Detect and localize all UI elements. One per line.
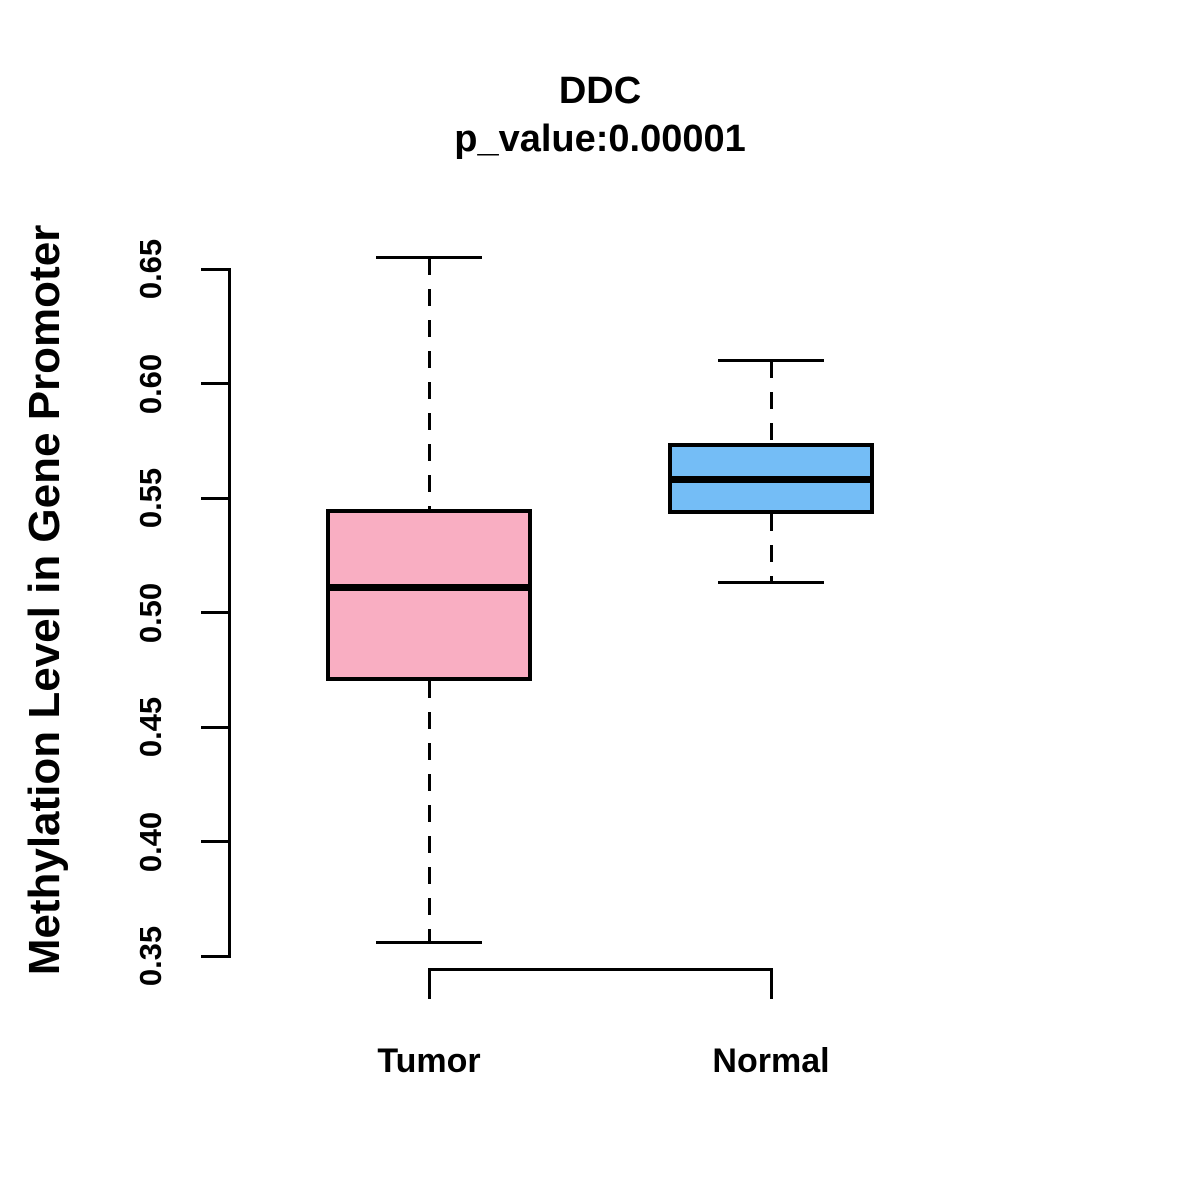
y-tick — [201, 496, 229, 500]
y-tick-label: 0.40 — [133, 811, 168, 872]
x-axis-line — [427, 967, 773, 971]
y-tick — [201, 611, 229, 614]
y-tick-label: 0.65 — [133, 238, 168, 300]
lower-whisker-cap-normal — [718, 581, 824, 585]
y-tick-label: 0.45 — [133, 696, 168, 758]
chart-subtitle: p_value:0.00001 — [454, 118, 746, 160]
y-tick-label: 0.35 — [133, 925, 168, 987]
y-axis-label: Methylation Level in Gene Promoter — [20, 224, 69, 976]
y-axis-line — [227, 267, 231, 958]
y-tick — [201, 382, 229, 385]
x-category-label-normal: Normal — [712, 1042, 830, 1080]
upper-whisker-line-tumor — [427, 257, 431, 510]
lower-whisker-line-tumor — [427, 681, 431, 943]
upper-whisker-line-normal — [769, 360, 773, 444]
y-tick-label: 0.55 — [133, 467, 168, 529]
y-tick — [201, 725, 229, 729]
lower-whisker-line-normal — [769, 514, 773, 583]
lower-whisker-cap-tumor — [376, 940, 482, 944]
y-tick-label: 0.60 — [133, 353, 168, 414]
x-tick-tumor — [427, 969, 431, 999]
x-tick-normal — [769, 969, 773, 999]
upper-whisker-cap-normal — [718, 359, 824, 363]
median-line-normal — [668, 476, 874, 484]
y-tick — [201, 840, 229, 843]
x-category-label-tumor: Tumor — [377, 1042, 481, 1080]
box-tumor — [326, 509, 532, 682]
y-tick-label: 0.50 — [133, 582, 168, 643]
chart-title: DDC — [558, 70, 642, 112]
y-tick — [201, 954, 229, 958]
y-tick — [201, 267, 229, 271]
median-line-tumor — [326, 583, 532, 591]
upper-whisker-cap-tumor — [376, 256, 482, 260]
